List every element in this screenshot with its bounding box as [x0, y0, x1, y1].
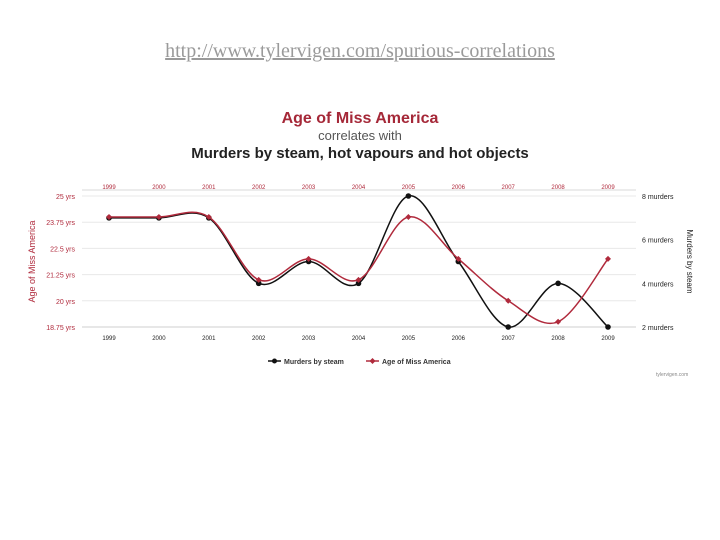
data-point-murders-by-steam — [555, 280, 561, 287]
left-axis-tick-label: 21.25 yrs — [46, 273, 75, 280]
watermark: tylervigen.com — [656, 372, 689, 378]
right-axis-tick-label: 2 murders — [642, 325, 674, 332]
top-x-tick-label: 1999 — [102, 185, 116, 191]
bottom-x-tick-label: 2002 — [252, 336, 266, 342]
top-x-tick-label: 2009 — [601, 185, 615, 191]
legend-label: Murders by steam — [284, 359, 344, 366]
right-axis-tick-label: 4 murders — [642, 281, 674, 288]
data-point-age-of-miss-america — [555, 318, 562, 325]
left-axis-tick-label: 25 yrs — [56, 194, 76, 201]
left-axis-tick-label: 18.75 yrs — [46, 325, 75, 332]
data-point-age-of-miss-america — [405, 213, 412, 220]
top-x-tick-label: 2007 — [502, 185, 516, 191]
top-x-tick-label: 2005 — [402, 185, 416, 191]
data-point-murders-by-steam — [355, 280, 362, 287]
left-axis-tick-label: 23.75 yrs — [46, 220, 75, 227]
data-point-age-of-miss-america — [355, 276, 362, 283]
bottom-x-tick-label: 2005 — [402, 336, 416, 342]
data-point-age-of-miss-america — [455, 255, 462, 262]
data-point-murders-by-steam — [255, 280, 262, 287]
left-axis-tick-label: 20 yrs — [56, 299, 76, 306]
right-axis-tick-label: 8 murders — [642, 194, 674, 201]
left-axis-tick-label: 22.5 yrs — [50, 246, 75, 253]
top-x-tick-label: 2002 — [252, 185, 266, 191]
data-point-age-of-miss-america — [155, 213, 162, 220]
right-axis-title: Murders by steam — [685, 229, 694, 293]
data-point-murders-by-steam — [505, 324, 512, 330]
top-x-tick-label: 2001 — [202, 185, 216, 191]
series-line-murders-by-steam — [109, 195, 609, 328]
legend-marker — [369, 358, 376, 364]
data-point-age-of-miss-america — [505, 297, 512, 304]
right-axis-tick-label: 6 murders — [642, 238, 674, 245]
top-x-tick-label: 2004 — [352, 185, 366, 191]
data-point-age-of-miss-america — [605, 255, 611, 262]
legend-label: Age of Miss America — [382, 359, 451, 366]
bottom-x-tick-label: 1999 — [102, 336, 116, 342]
chart-title: Age of Miss America — [281, 110, 439, 127]
bottom-x-tick-label: 2006 — [452, 336, 466, 342]
left-axis-title: Age of Miss America — [27, 220, 37, 302]
source-url-link[interactable]: http://www.tylervigen.com/spurious-corre… — [165, 40, 555, 62]
data-point-age-of-miss-america — [106, 213, 112, 220]
top-x-tick-label: 2003 — [302, 185, 316, 191]
bottom-x-tick-label: 2008 — [551, 336, 565, 342]
chart-title-secondary: Murders by steam, hot vapours and hot ob… — [191, 145, 529, 162]
bottom-x-tick-label: 2007 — [502, 336, 516, 342]
data-point-age-of-miss-america — [305, 255, 312, 262]
data-point-age-of-miss-america — [205, 213, 212, 220]
data-point-age-of-miss-america — [255, 276, 262, 283]
top-x-tick-label: 2000 — [152, 185, 166, 191]
legend-marker — [272, 358, 277, 364]
data-point-murders-by-steam — [605, 324, 611, 330]
chart-subtitle: correlates with — [318, 128, 402, 143]
top-x-tick-label: 2006 — [452, 185, 466, 191]
bottom-x-tick-label: 2009 — [601, 336, 615, 342]
bottom-x-tick-label: 2004 — [352, 336, 366, 342]
data-point-murders-by-steam — [405, 193, 412, 199]
bottom-x-tick-label: 2003 — [302, 336, 316, 342]
bottom-x-tick-label: 2000 — [152, 336, 166, 342]
top-x-tick-label: 2008 — [551, 185, 565, 191]
bottom-x-tick-label: 2001 — [202, 336, 216, 342]
